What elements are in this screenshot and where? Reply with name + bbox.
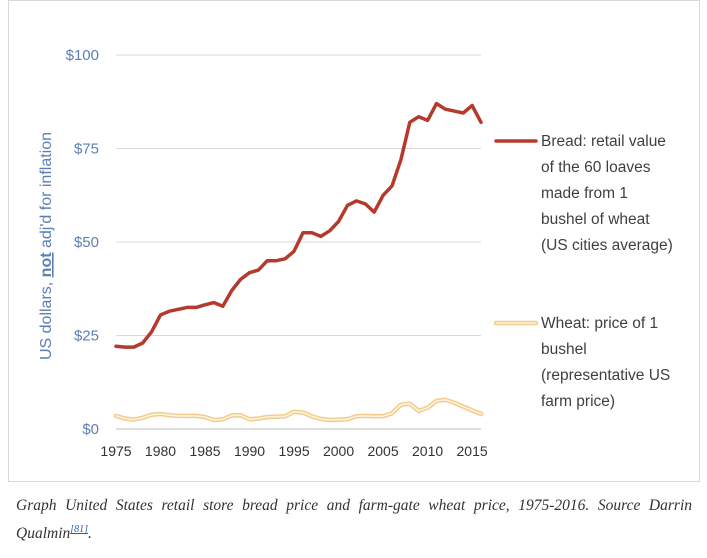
x-tick-label: 1980 [145,443,176,459]
legend-label-line: made from 1 [541,185,628,202]
y-tick-label: $0 [82,421,99,438]
legend-label-line: (representative US [541,367,670,384]
legend-label-line: Wheat: price of 1 [541,315,658,332]
legend-label-line: of the 60 loaves [541,159,651,176]
x-tick-label: 1975 [100,443,131,459]
x-tick-label: 1985 [189,443,220,459]
y-axis-label: US dollars, not adj'd for inflation [38,132,55,360]
citation-link[interactable]: [81] [70,524,89,535]
y-tick-label: $100 [66,47,99,64]
caption-end: . [88,525,92,543]
y-axis-ticks: $0 $25 $50 $75 $100 [66,47,99,438]
legend-label-line: Bread: retail value [541,133,666,150]
series-line-outline [113,397,484,423]
y-tick-label: $25 [74,328,99,345]
caption-text: Graph United States retail store bread p… [16,497,692,543]
legend-label-line: (US cities average) [541,237,673,254]
legend-label-line: bushel of wheat [541,211,650,228]
figure-caption: Graph United States retail store bread p… [16,494,692,546]
chart-figure: $0 $25 $50 $75 $100 1975 1980 1985 1990 1995 2000… [8,0,700,482]
y-tick-label: $75 [74,141,99,158]
x-tick-label: 1995 [278,443,309,459]
series-line [114,101,483,349]
legend: Bread: retail value of the 60 loaves made … [493,133,673,410]
y-axis-label-part: adj'd for inflation [38,132,55,252]
x-tick-label: 2010 [412,443,443,459]
y-axis-label-part: US dollars, [38,277,55,360]
y-tick-label: $50 [74,234,99,251]
x-tick-label: 2015 [457,443,488,459]
line-chart: $0 $25 $50 $75 $100 1975 1980 1985 1990 1995 2000… [38,47,673,459]
y-axis-label-emphasis: not [38,252,55,278]
x-tick-label: 1990 [234,443,265,459]
x-tick-label: 2005 [367,443,398,459]
x-tick-label: 2000 [323,443,354,459]
series-line-inner [115,398,482,421]
series-lines [113,101,484,423]
legend-label-line: farm price) [541,393,615,410]
legend-label-line: bushel [541,341,587,358]
x-axis-ticks: 1975 1980 1985 1990 1995 2000 2005 2010 2015 [100,443,487,459]
